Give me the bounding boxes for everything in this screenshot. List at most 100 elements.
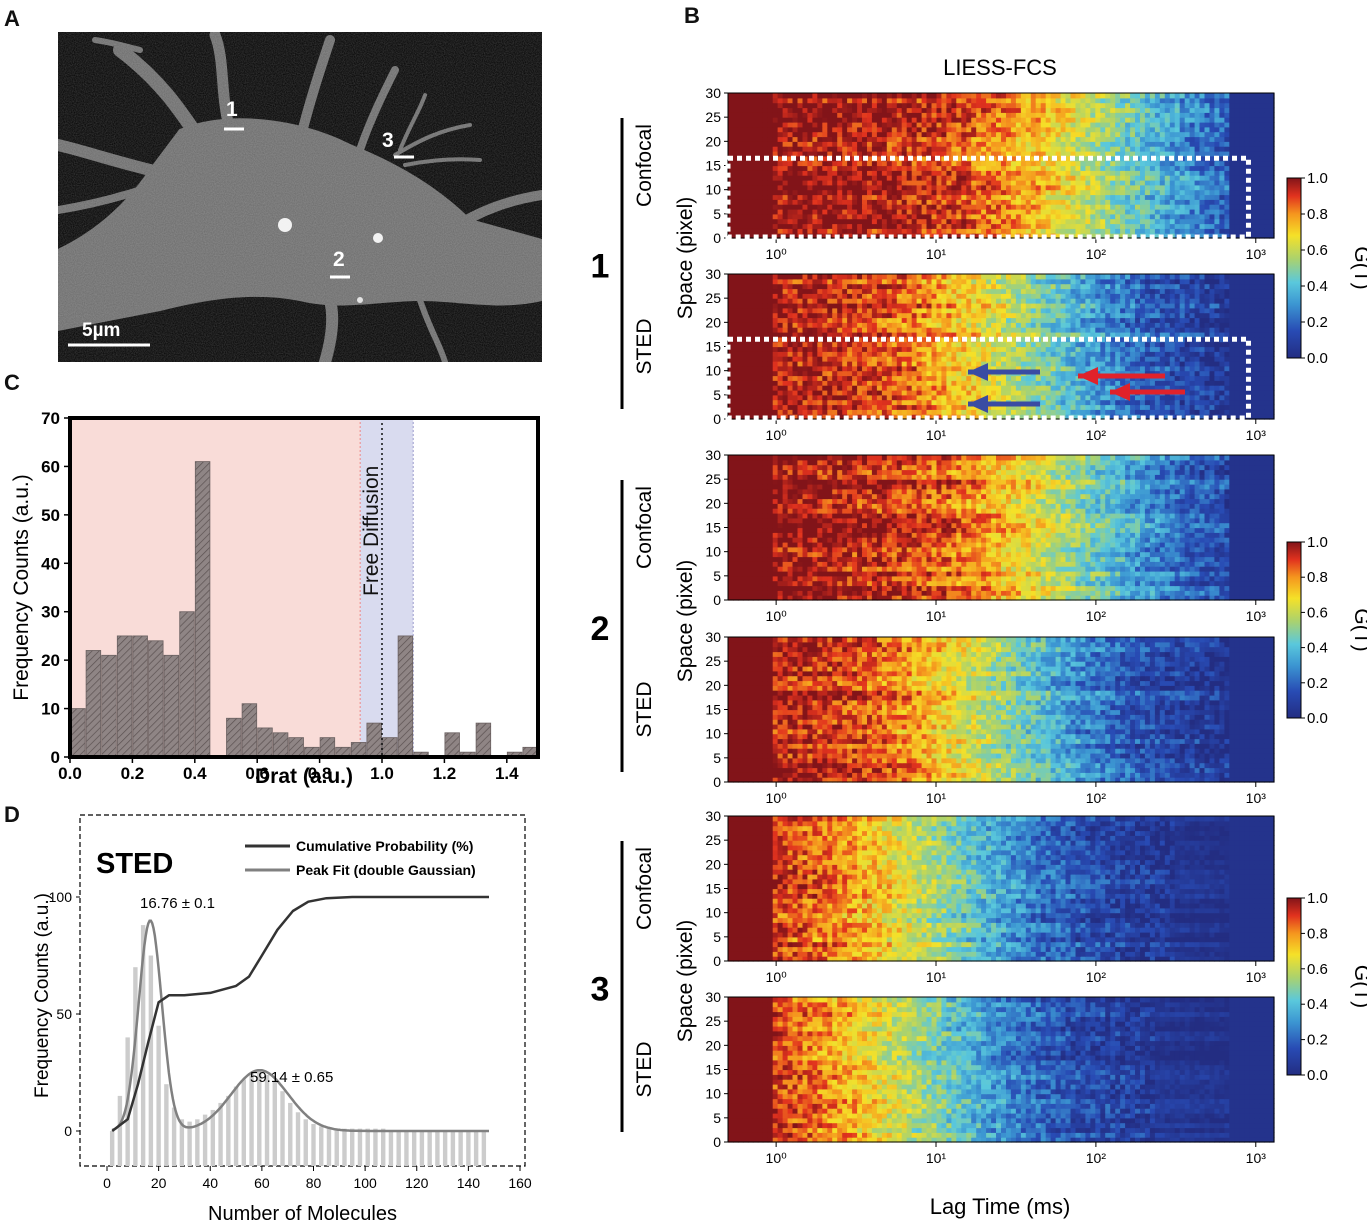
heatmap-cell — [1184, 199, 1191, 205]
heatmap-cell — [991, 394, 997, 401]
heatmap-cell — [802, 218, 809, 225]
heatmap-cell — [1125, 218, 1131, 225]
heatmap-cell — [1214, 365, 1220, 372]
heatmap-cell — [876, 209, 883, 215]
heatmap-cell — [886, 117, 893, 123]
heatmap-cell — [991, 361, 997, 367]
heatmap-cell — [817, 102, 823, 109]
heatmap-cell — [767, 394, 774, 401]
heatmap-cell — [1065, 165, 1072, 171]
heatmap-cell — [797, 361, 804, 367]
histogram-bar — [233, 1086, 239, 1166]
heatmap-cell — [886, 409, 893, 415]
heatmap-cell — [1239, 218, 1245, 225]
heatmap-cell — [757, 102, 764, 109]
heatmap-cell — [1120, 189, 1126, 196]
heatmap-cell — [871, 223, 878, 229]
heatmap-cell — [926, 151, 933, 157]
heatmap-cell — [807, 112, 813, 118]
heatmap-cell — [1125, 204, 1131, 210]
heatmap-cell — [1045, 122, 1052, 128]
heatmap-cell — [1050, 141, 1057, 147]
heatmap-cell — [956, 409, 962, 415]
heatmap-cell — [867, 189, 873, 196]
heatmap-cell — [1174, 180, 1181, 186]
heatmap-cell — [1105, 194, 1111, 200]
heatmap-cell — [1010, 102, 1017, 109]
heatmap-cell — [817, 361, 823, 367]
heatmap-cell — [827, 370, 833, 377]
heatmap-cell — [996, 351, 1002, 357]
heatmap-cell — [1154, 97, 1161, 104]
heatmap-cell — [926, 131, 933, 138]
heatmap-cell — [996, 97, 1002, 104]
heatmap-cell — [991, 180, 997, 186]
heatmap-cell — [1189, 365, 1196, 372]
heatmap-cell — [1095, 399, 1101, 406]
heatmap-cell — [1234, 175, 1240, 181]
heatmap-cell — [1214, 184, 1220, 191]
heatmap-cell — [1075, 151, 1082, 157]
heatmap-cell — [1125, 184, 1131, 191]
heatmap-cell — [1020, 218, 1027, 225]
heatmap-cell — [1179, 189, 1186, 196]
heatmap-cell — [782, 209, 789, 215]
heatmap-cell — [1060, 385, 1067, 391]
heatmap-cell — [1035, 117, 1042, 123]
heatmap-cell — [1115, 218, 1121, 225]
heatmap-cell — [1110, 189, 1116, 196]
heatmap-cell — [852, 151, 858, 157]
heatmap-cell — [1135, 107, 1141, 113]
heatmap-cell — [921, 356, 928, 362]
cumulative-probability-curve — [111, 895, 489, 1132]
heatmap-cell — [946, 112, 952, 118]
heatmap-cell — [752, 204, 759, 210]
heatmap-cell — [737, 136, 744, 142]
heatmap-cell — [896, 213, 903, 220]
heatmap-cell — [981, 180, 987, 186]
heatmap-cell — [862, 126, 868, 133]
heatmap-cell — [961, 93, 967, 99]
heatmap-cell — [981, 189, 987, 196]
heatmap-cell — [847, 223, 853, 229]
heatmap-cell — [916, 228, 923, 234]
heatmap-cell — [1144, 112, 1151, 118]
heatmap-cell — [901, 218, 908, 225]
heatmap-cell — [782, 404, 789, 410]
heatmap-cell — [1184, 97, 1191, 104]
heatmap-cell — [1025, 409, 1032, 415]
heatmap-cell — [1020, 93, 1027, 99]
heatmap-cell — [956, 107, 962, 113]
heatmap-cell — [817, 141, 823, 147]
heatmap-cell — [827, 380, 833, 386]
heatmap-cell — [1030, 146, 1037, 152]
heatmap-cell — [1219, 404, 1225, 410]
heatmap-cell — [1204, 394, 1211, 401]
heatmap-cell — [787, 117, 794, 123]
heatmap-cell — [906, 165, 913, 171]
heatmap-cell — [1030, 107, 1037, 113]
heatmap-cell — [1239, 209, 1245, 215]
heatmap-cell — [1080, 228, 1086, 234]
heatmap-cell — [896, 209, 903, 215]
heatmap-cell — [1020, 136, 1027, 142]
histogram-bar — [365, 1128, 370, 1166]
heatmap-cell — [896, 204, 903, 210]
heatmap-cell — [762, 97, 769, 104]
heatmap-cell — [901, 175, 908, 181]
panel-label-d: D — [4, 802, 20, 828]
heatmap-cell — [996, 180, 1002, 186]
heatmap-cell — [812, 107, 818, 113]
heatmap-cell — [733, 160, 739, 167]
x-tick-label: 10³ — [1246, 246, 1267, 262]
heatmap-cell — [936, 228, 943, 234]
heatmap-cell — [971, 97, 977, 104]
heatmap-cell — [1010, 117, 1017, 123]
heatmap-cell — [757, 380, 764, 386]
heatmap-cell — [1239, 126, 1245, 133]
heatmap-cell — [752, 136, 759, 142]
heatmap-cell — [1239, 204, 1245, 210]
heatmap-cell — [1040, 184, 1047, 191]
heatmap-cell — [1120, 218, 1126, 225]
heatmap-cell — [1154, 361, 1161, 367]
